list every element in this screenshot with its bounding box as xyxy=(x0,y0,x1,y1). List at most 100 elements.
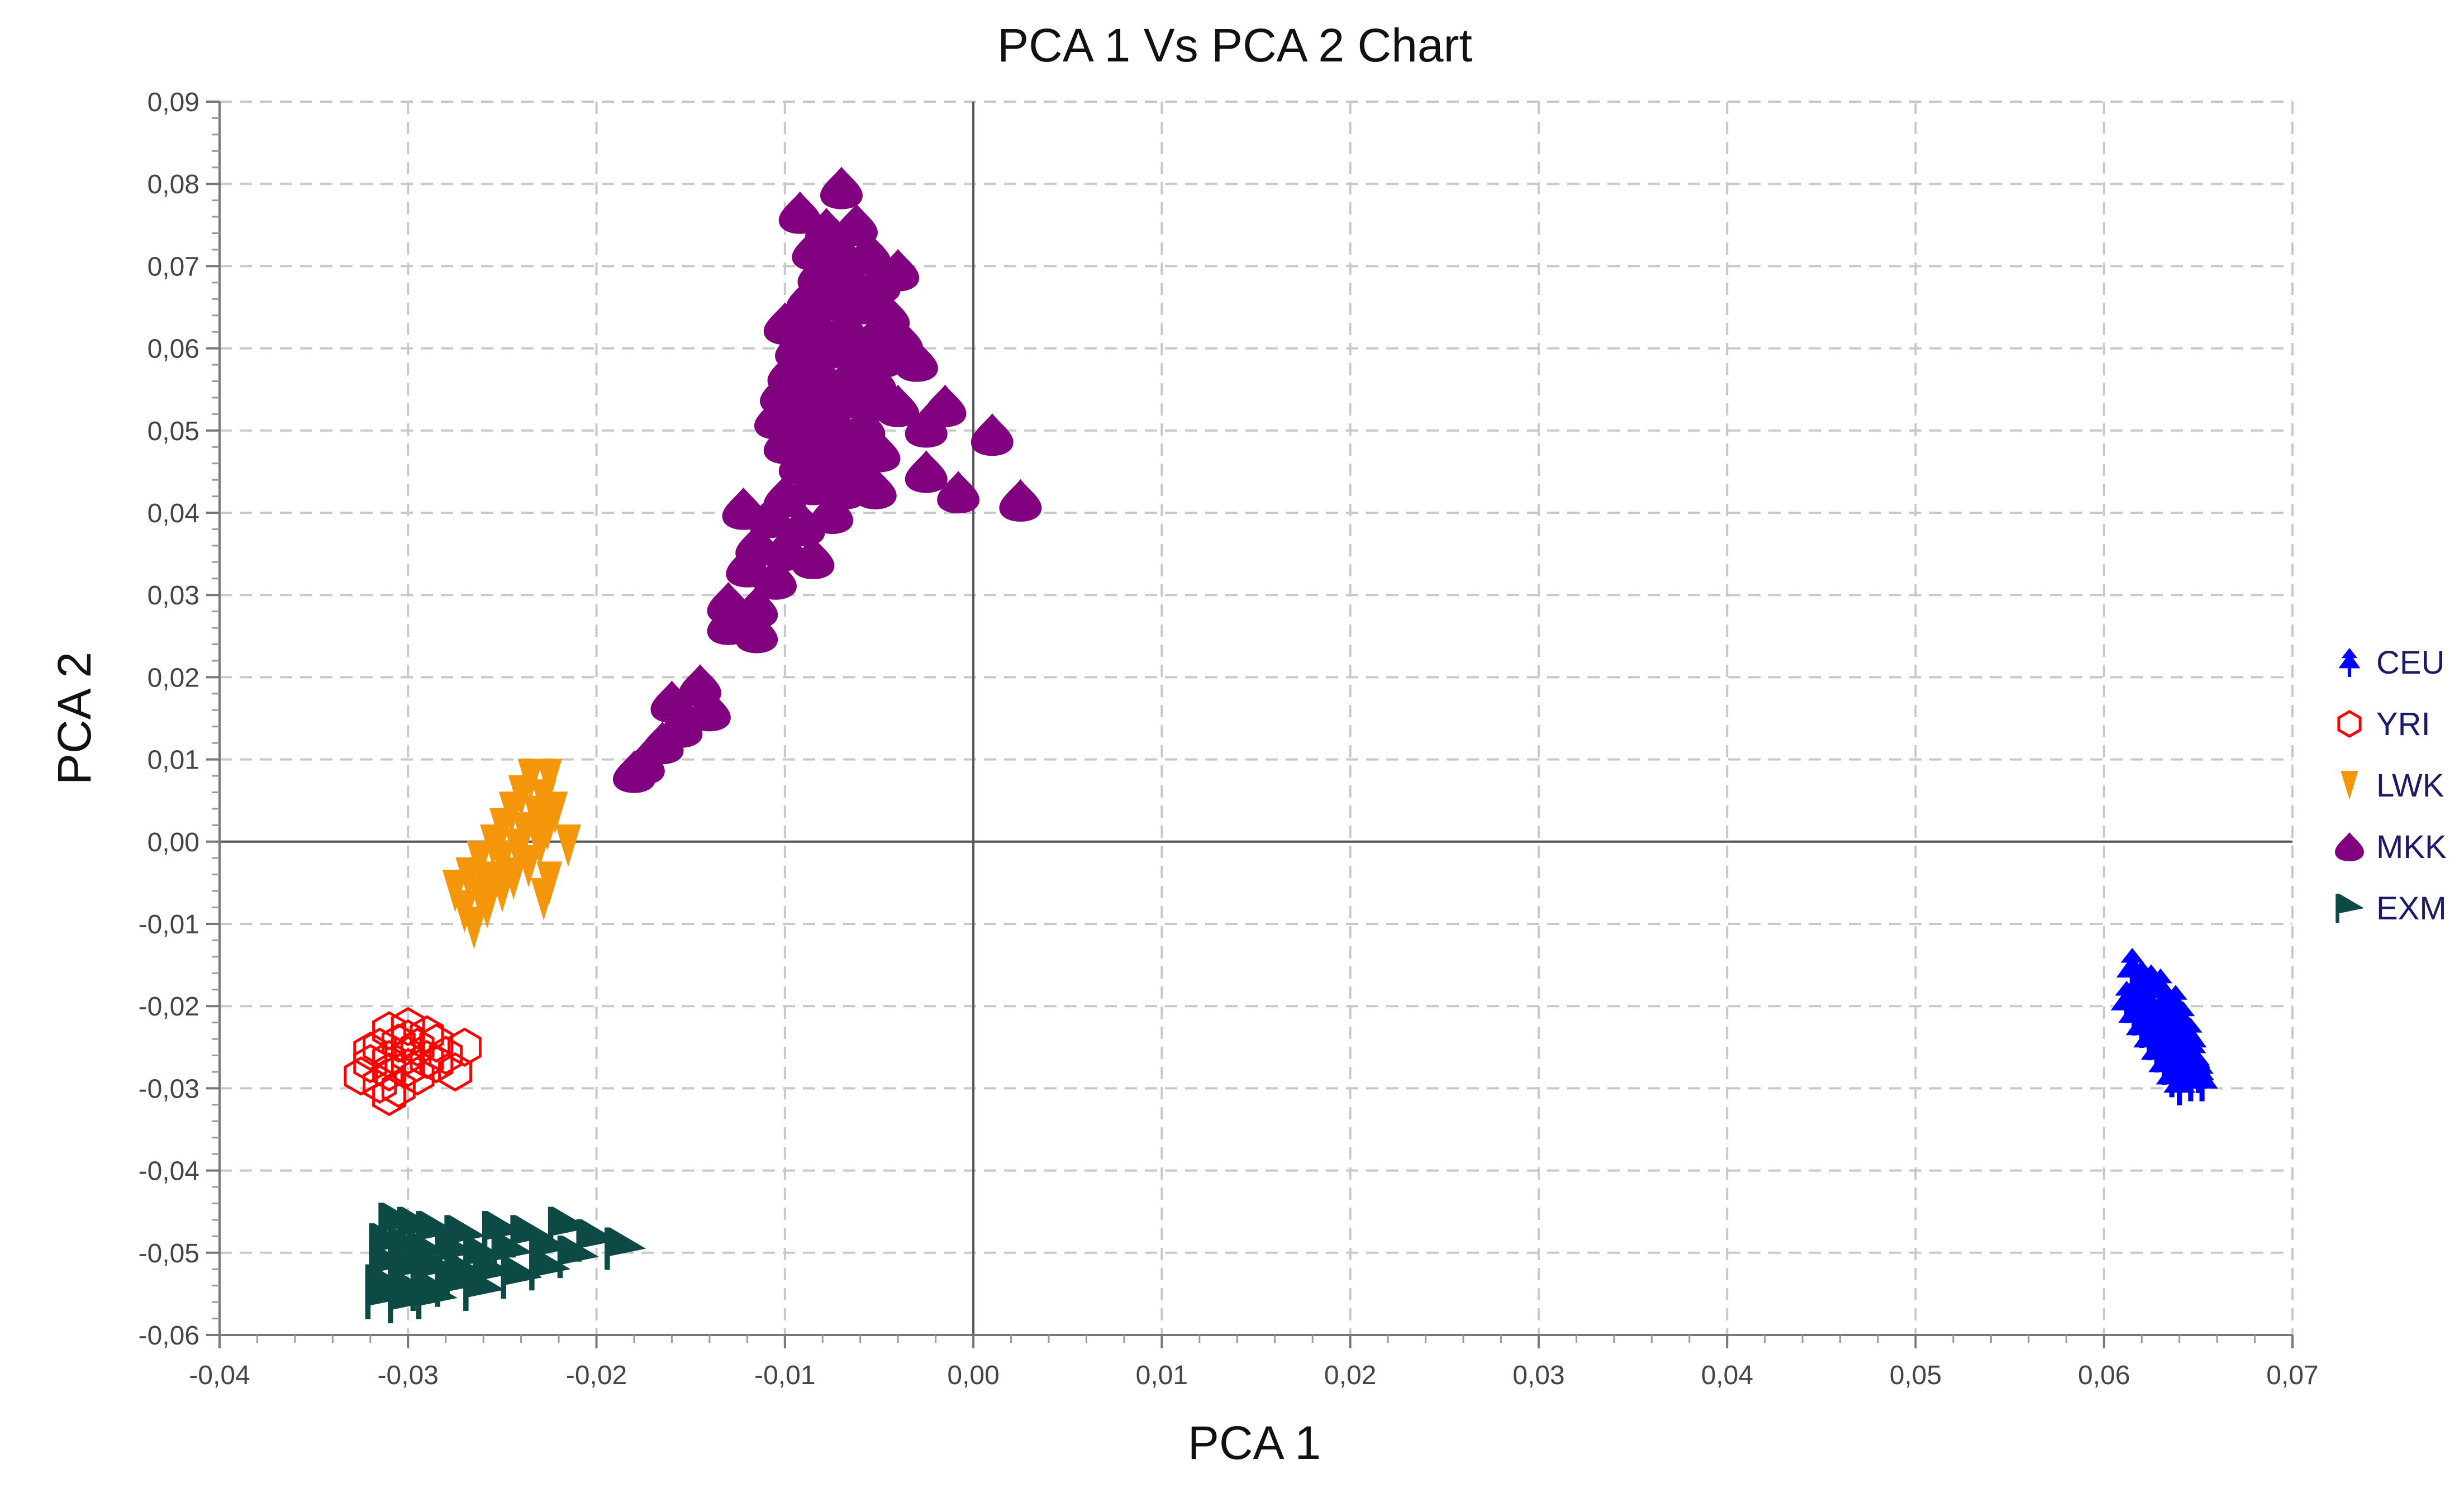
data-point-yri xyxy=(372,1076,406,1117)
data-point-lwk xyxy=(523,795,549,838)
data-point-exm xyxy=(491,1231,533,1274)
legend-marker-ceu xyxy=(2338,648,2361,677)
x-tick-label: 0,00 xyxy=(947,1361,999,1390)
legend-item-lwk: LWK xyxy=(2341,767,2444,804)
data-point-ceu xyxy=(2159,1034,2192,1077)
data-point-ceu xyxy=(2125,1005,2158,1048)
data-point-yri xyxy=(363,1064,397,1104)
data-point-yri xyxy=(381,1023,416,1063)
data-point-lwk xyxy=(505,828,530,871)
data-point-yri xyxy=(372,1052,406,1092)
data-point-yri xyxy=(448,1027,482,1067)
data-point-exm xyxy=(548,1206,589,1250)
legend-marker-mkk xyxy=(2335,832,2364,861)
data-point-mkk xyxy=(735,611,778,654)
series-exm xyxy=(365,1203,646,1324)
data-point-lwk xyxy=(489,870,515,913)
data-point-yri xyxy=(419,1023,454,1063)
x-axis-label: PCA 1 xyxy=(1188,1417,1321,1469)
data-point-mkk xyxy=(778,191,821,234)
data-point-exm xyxy=(472,1252,515,1295)
data-point-mkk xyxy=(820,166,863,209)
data-point-exm xyxy=(576,1219,618,1262)
data-point-yri xyxy=(353,1032,388,1071)
y-tick-label: 0,02 xyxy=(148,663,199,693)
data-point-yri xyxy=(419,1044,454,1084)
data-point-ceu xyxy=(2163,1063,2196,1106)
y-tick-label: 0,04 xyxy=(148,499,199,528)
data-point-mkk xyxy=(895,339,938,382)
y-tick-label: 0,09 xyxy=(148,88,199,117)
data-point-lwk xyxy=(455,857,481,900)
y-tick-label: -0,03 xyxy=(139,1074,199,1104)
data-point-mkk xyxy=(905,450,948,493)
legend-label: MKK xyxy=(2376,829,2447,865)
data-point-exm xyxy=(501,1256,543,1299)
legend-label: YRI xyxy=(2376,706,2430,742)
legend-marker-yri xyxy=(2337,710,2362,738)
data-point-mkk xyxy=(735,586,778,629)
data-point-yri xyxy=(400,1056,435,1096)
data-point-yri xyxy=(410,1015,444,1055)
legend-item-exm: EXM xyxy=(2335,890,2447,927)
data-point-ceu xyxy=(2116,947,2148,990)
x-axis-ticks: -0,04 -0,03 -0,02 -0,01 0,00 0,01 0,02 0,03 0,04… xyxy=(189,1335,2319,1390)
data-point-mkk xyxy=(688,689,731,732)
y-tick-label: 0,01 xyxy=(148,746,199,775)
chart-title: PCA 1 Vs PCA 2 Chart xyxy=(997,19,1472,71)
y-tick-label: -0,04 xyxy=(139,1157,199,1186)
y-tick-label: -0,02 xyxy=(139,992,199,1022)
data-point-ceu xyxy=(2110,980,2143,1023)
data-point-mkk xyxy=(854,466,897,509)
data-point-exm xyxy=(557,1236,599,1279)
y-tick-label: -0,01 xyxy=(139,910,199,940)
x-tick-label: -0,02 xyxy=(566,1361,627,1390)
legend-item-mkk: MKK xyxy=(2335,829,2447,865)
legend-item-ceu: CEU xyxy=(2338,645,2444,681)
data-point-yri xyxy=(429,1036,463,1075)
data-point-ceu xyxy=(2144,1009,2177,1052)
data-point-ceu xyxy=(2133,1018,2166,1061)
data-point-ceu xyxy=(2186,1058,2218,1101)
y-tick-label: 0,08 xyxy=(148,170,199,199)
legend-item-yri: YRI xyxy=(2337,706,2430,742)
y-tick-label: 0,07 xyxy=(148,252,199,282)
series-mkk xyxy=(613,166,1042,793)
data-points xyxy=(344,166,2218,1324)
data-point-exm xyxy=(435,1231,477,1274)
data-point-mkk xyxy=(782,504,825,547)
data-point-lwk xyxy=(516,845,541,888)
series-lwk xyxy=(442,759,581,950)
data-point-mkk xyxy=(937,471,980,514)
data-point-mkk xyxy=(792,536,835,579)
y-tick-label: 0,05 xyxy=(148,417,199,446)
data-point-ceu xyxy=(2156,993,2188,1036)
data-point-ceu xyxy=(2118,993,2151,1036)
x-tick-label: -0,03 xyxy=(378,1361,439,1390)
axes xyxy=(218,102,2292,1336)
legend-label: CEU xyxy=(2376,645,2444,681)
data-point-mkk xyxy=(971,413,1014,456)
y-axis-ticks: -0,06 -0,05 -0,04 -0,03 -0,02 -0,01 0,00 0,01 0,… xyxy=(139,88,220,1351)
legend-marker-lwk xyxy=(2341,771,2358,800)
data-point-exm xyxy=(416,1276,458,1319)
data-point-yri xyxy=(381,1069,416,1108)
data-point-exm xyxy=(369,1243,411,1286)
data-point-mkk xyxy=(999,479,1042,522)
data-point-exm xyxy=(482,1211,524,1253)
data-point-mkk xyxy=(748,495,791,538)
data-point-ceu xyxy=(2152,1022,2184,1065)
data-point-lwk xyxy=(531,878,556,921)
y-tick-label: -0,05 xyxy=(139,1239,199,1268)
data-point-exm xyxy=(529,1248,571,1291)
legend-marker-exm xyxy=(2335,894,2364,923)
data-point-lwk xyxy=(501,857,526,900)
data-point-exm xyxy=(388,1281,430,1324)
x-tick-label: 0,07 xyxy=(2266,1361,2318,1390)
data-point-exm xyxy=(529,1227,571,1270)
x-tick-label: 0,02 xyxy=(1324,1361,1376,1390)
y-tick-label: 0,03 xyxy=(148,581,199,611)
y-axis-label: PCA 2 xyxy=(48,652,101,785)
data-point-exm xyxy=(605,1227,646,1270)
